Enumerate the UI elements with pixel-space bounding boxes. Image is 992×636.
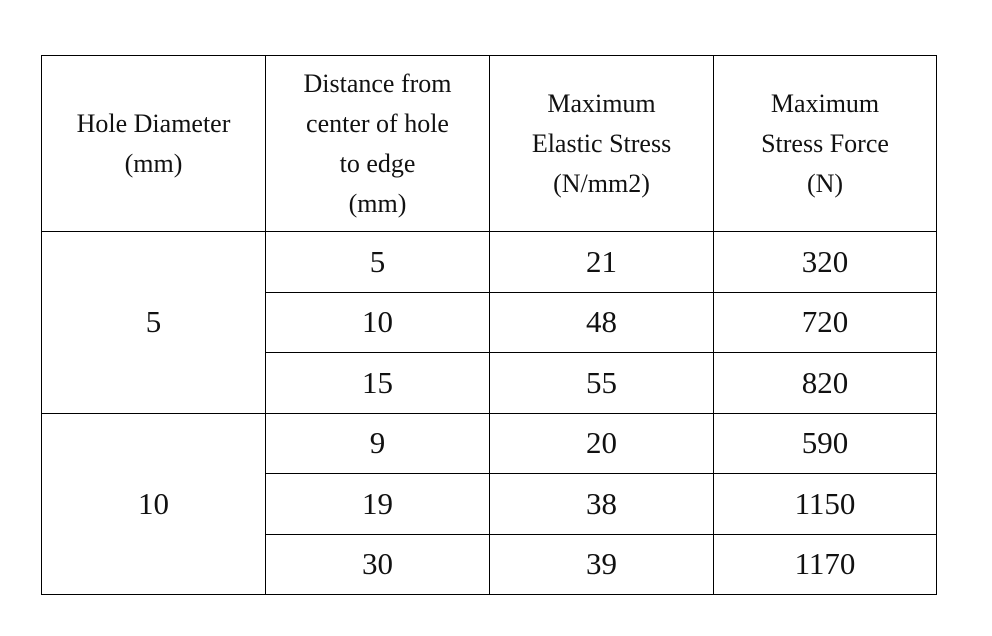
data-cell: 720 bbox=[713, 291, 937, 353]
header-text: (mm) bbox=[124, 148, 183, 178]
cell-text: 720 bbox=[801, 304, 849, 340]
data-cell: 1170 bbox=[713, 533, 937, 595]
cell-text: 590 bbox=[801, 425, 849, 461]
header-text: Maximum bbox=[547, 88, 656, 118]
data-cell: 30 bbox=[265, 533, 490, 595]
cell-text: 1150 bbox=[794, 485, 856, 521]
data-cell: 15 bbox=[265, 352, 490, 414]
header-cell: Maximum Elastic Stress (N/mm2) bbox=[489, 55, 714, 232]
header-text: to edge bbox=[339, 148, 416, 178]
cell-text: 5 bbox=[369, 243, 386, 279]
header-text: Maximum bbox=[770, 88, 880, 118]
diameter-cell: 10 bbox=[41, 412, 266, 595]
cell-text: 19 bbox=[362, 485, 393, 521]
cell-text: 10 bbox=[362, 304, 393, 340]
cell-text: 5 bbox=[145, 304, 162, 340]
cell-text: 39 bbox=[586, 546, 617, 582]
data-cell: 20 bbox=[489, 412, 714, 474]
cell-text: 1170 bbox=[794, 546, 856, 582]
header-text: (mm) bbox=[348, 188, 407, 218]
cell-text: 9 bbox=[369, 425, 386, 461]
cell-text: 48 bbox=[586, 304, 617, 340]
cell-text: 820 bbox=[801, 364, 849, 400]
header-text: (N) bbox=[806, 168, 844, 198]
header-cell: Maximum Stress Force (N) bbox=[713, 55, 937, 232]
data-cell: 48 bbox=[489, 291, 714, 353]
cell-text: 15 bbox=[362, 364, 393, 400]
header-text: Stress Force bbox=[761, 128, 889, 158]
data-cell: 39 bbox=[489, 533, 714, 595]
header-text: Hole Diameter bbox=[76, 108, 231, 138]
header-cell: Distance from center of hole to edge (mm) bbox=[265, 55, 490, 232]
data-cell: 38 bbox=[489, 473, 714, 535]
data-cell: 320 bbox=[713, 231, 937, 293]
cell-text: 20 bbox=[586, 425, 617, 461]
cell-text: 10 bbox=[138, 485, 169, 521]
data-cell: 820 bbox=[713, 352, 937, 414]
header-text: Distance from bbox=[303, 68, 452, 98]
header-text: Elastic Stress bbox=[531, 128, 672, 158]
diameter-cell: 5 bbox=[41, 231, 266, 414]
cell-text: 55 bbox=[586, 364, 617, 400]
cell-text: 30 bbox=[362, 546, 393, 582]
cell-text: 320 bbox=[801, 243, 849, 279]
data-cell: 1150 bbox=[713, 473, 937, 535]
data-cell: 19 bbox=[265, 473, 490, 535]
data-cell: 10 bbox=[265, 291, 490, 353]
data-cell: 21 bbox=[489, 231, 714, 293]
data-table: Hole Diameter (mm) Distance from center of … bbox=[41, 55, 937, 595]
data-cell: 9 bbox=[265, 412, 490, 474]
cell-text: 38 bbox=[586, 485, 617, 521]
header-cell: Hole Diameter (mm) bbox=[41, 55, 266, 232]
header-text: (N/mm2) bbox=[553, 168, 650, 198]
data-cell: 55 bbox=[489, 352, 714, 414]
data-cell: 5 bbox=[265, 231, 490, 293]
cell-text: 21 bbox=[586, 243, 617, 279]
header-text: center of hole bbox=[306, 108, 449, 138]
data-cell: 590 bbox=[713, 412, 937, 474]
